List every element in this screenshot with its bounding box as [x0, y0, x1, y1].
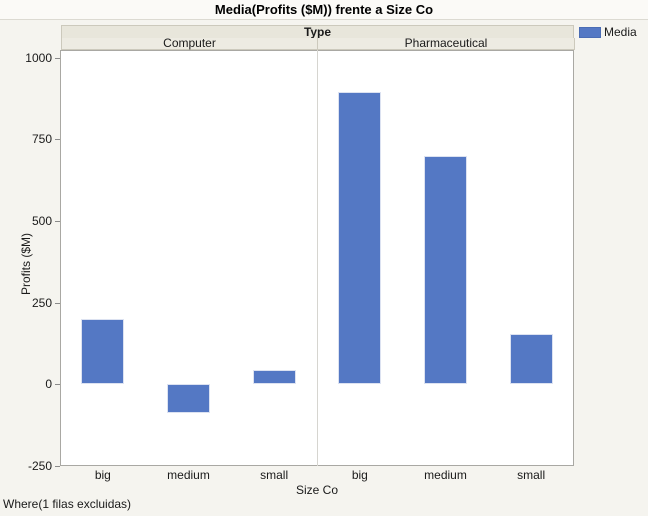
x-tick-label-pharmaceutical-big: big: [351, 468, 368, 482]
y-tick-mark--250: [55, 466, 60, 467]
bar-pharmaceutical-medium[interactable]: [424, 155, 467, 385]
bar-pharmaceutical-small[interactable]: [509, 333, 553, 385]
y-tick-mark-250: [55, 302, 60, 304]
y-tick-mark-1000: [55, 57, 60, 59]
y-tick-label-1000: 1000: [25, 50, 52, 65]
panel-header-type: Type: [61, 25, 574, 39]
y-tick-mark-500: [55, 220, 60, 222]
chart-title-bar: Media(Profits ($M)) frente a Size Co: [0, 0, 648, 20]
y-tick-mark-750: [55, 139, 60, 141]
panel-divider: [317, 50, 318, 466]
x-tick-label-computer-medium: medium: [167, 468, 210, 482]
panel-label-pharmaceutical: Pharmaceutical: [317, 37, 575, 50]
chart-title: Media(Profits ($M)) frente a Size Co: [214, 2, 434, 17]
bar-computer-small[interactable]: [252, 369, 296, 385]
y-tick-label-750: 750: [31, 132, 52, 147]
legend-item-media[interactable]: Media: [579, 26, 637, 39]
x-tick-label-pharmaceutical-small: small: [517, 468, 546, 482]
bar-computer-medium[interactable]: [167, 384, 210, 414]
legend-swatch-icon[interactable]: [579, 27, 601, 38]
y-tick-label--250: -250: [27, 459, 52, 473]
y-tick-label-500: 500: [31, 213, 52, 228]
x-tick-label-computer-big: big: [94, 468, 111, 482]
bar-pharmaceutical-big[interactable]: [338, 91, 382, 385]
x-axis-title: Size Co: [295, 483, 339, 497]
y-tick-label-0: 0: [45, 377, 52, 392]
y-tick-mark-0: [55, 384, 60, 386]
bar-computer-big[interactable]: [81, 318, 125, 385]
where-clause-note: Where(1 filas excluidas): [3, 497, 132, 511]
x-tick-label-computer-small: small: [260, 468, 289, 482]
x-tick-label-pharmaceutical-medium: medium: [424, 468, 467, 482]
y-tick-label-250: 250: [31, 295, 52, 310]
panel-label-computer: Computer: [61, 37, 318, 50]
legend-label: Media: [604, 25, 637, 39]
